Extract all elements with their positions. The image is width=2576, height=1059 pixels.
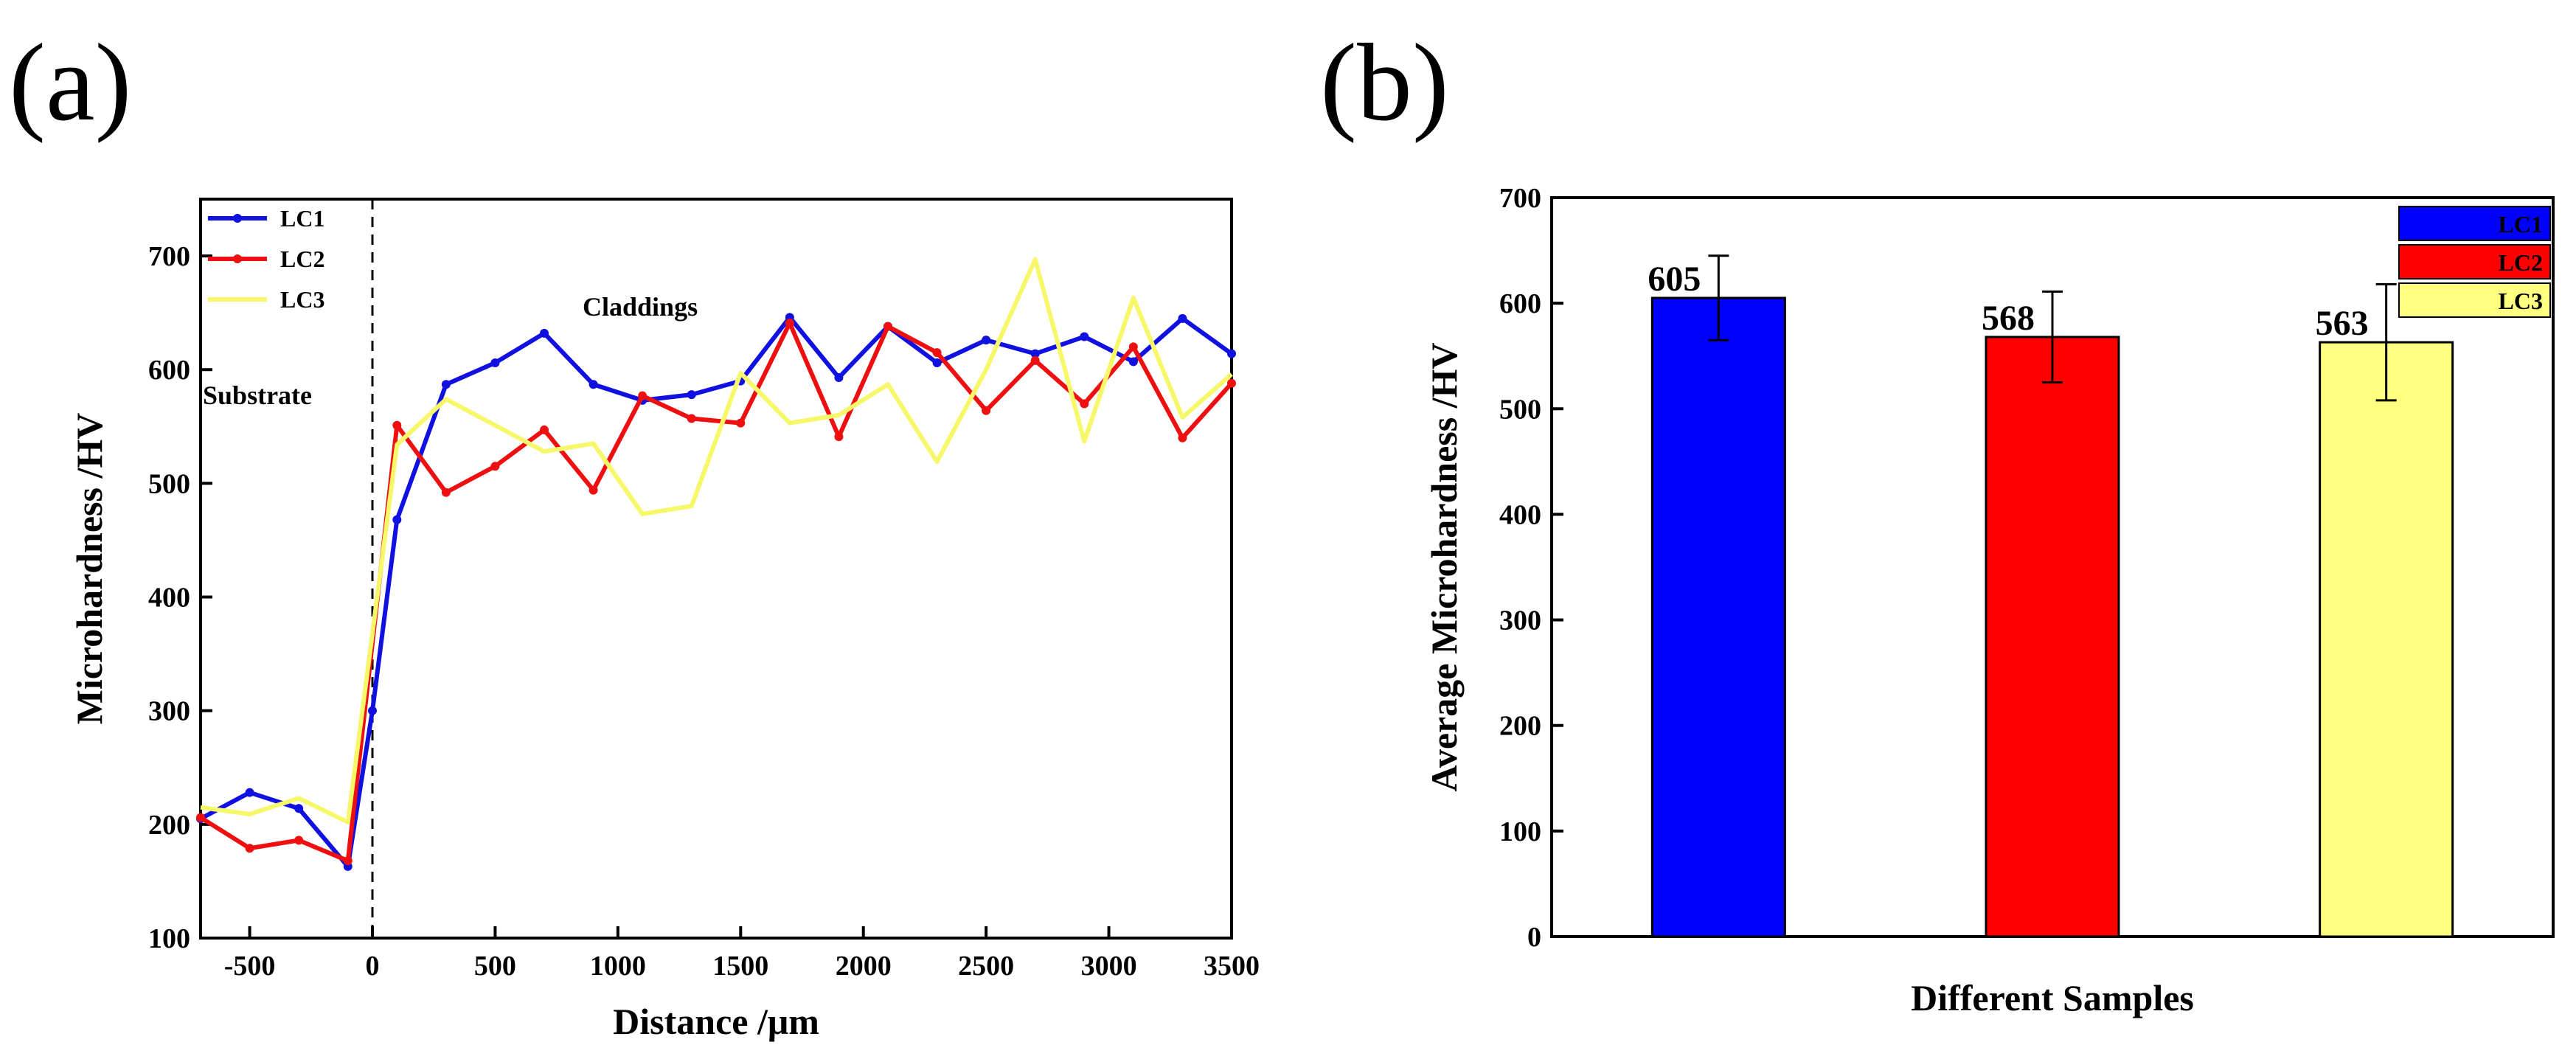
series-line-lc3	[200, 257, 1233, 824]
data-point-lc1	[1080, 332, 1089, 341]
bar-lc2	[1985, 336, 2120, 938]
data-point-lc2	[1178, 433, 1187, 442]
y-axis-title-a: Microhardness /HV	[69, 413, 110, 725]
annotation-substrate: Substrate	[203, 381, 312, 410]
y-tick-label-a: 300	[148, 696, 190, 727]
data-point-lc2	[441, 487, 451, 497]
x-tick-label-a: 1500	[712, 951, 768, 982]
data-point-lc1	[834, 373, 844, 383]
data-point-lc1	[1030, 349, 1040, 358]
data-point-lc2	[638, 391, 648, 400]
data-point-lc1	[589, 380, 598, 389]
x-axis-title-b: Different Samples	[1911, 977, 2194, 1018]
y-tick-label-a: 200	[148, 810, 190, 841]
panel-label-a: (a)	[9, 21, 131, 144]
y-tick-label-b: 300	[1499, 605, 1541, 636]
y-axis-title-b: Average Microhardness /HV	[1423, 342, 1465, 791]
x-axis-title-a: Distance /μm	[613, 1001, 819, 1042]
y-tick-label-b: 400	[1499, 499, 1541, 530]
data-point-lc1	[982, 336, 991, 345]
x-tick-label-a: 2500	[958, 951, 1014, 982]
data-point-lc1	[368, 706, 377, 715]
bar-chart-average-microhardness: 0 100 200 300 400 500 600 700 Different Samples A…	[1423, 183, 2555, 1018]
data-point-lc2	[1030, 355, 1040, 365]
data-point-lc2	[785, 319, 794, 328]
data-point-lc1	[540, 328, 549, 338]
y-tick-label-a: 500	[148, 468, 190, 499]
data-point-lc2	[932, 348, 942, 358]
legend-marker-lc2	[233, 254, 242, 263]
x-tick-label-a: 1000	[590, 951, 646, 982]
data-point-lc2	[343, 856, 353, 866]
data-point-lc1	[245, 788, 254, 797]
bar-lc1	[1650, 296, 1786, 938]
x-tick-label-a: 2000	[836, 951, 892, 982]
legend-swatch-b-lc3	[2398, 282, 2551, 318]
data-point-lc2	[392, 420, 402, 430]
panel-label-b: (b)	[1320, 21, 1449, 144]
data-point-lc2	[982, 406, 991, 415]
data-point-lc2	[883, 322, 892, 331]
legend-label-b-lc3: LC3	[2499, 288, 2543, 314]
y-tick-label-b: 0	[1527, 922, 1541, 953]
legend-marker-lc1	[233, 214, 242, 223]
data-point-lc1	[392, 515, 402, 524]
legend-label-lc1: LC1	[280, 205, 324, 232]
legend-label-b-lc2: LC2	[2499, 249, 2543, 276]
data-point-lc1	[441, 380, 451, 389]
data-point-lc2	[1080, 399, 1089, 409]
data-point-lc1	[1227, 349, 1236, 358]
plot-frame-a	[199, 198, 1233, 940]
line-chart-microhardness-profile: -500 0 500 1000 1500 2000 2500 3000 3500 100 200 30…	[69, 198, 1260, 1042]
y-tick-label-b: 700	[1499, 183, 1541, 214]
x-tick-label-a: 3500	[1204, 951, 1260, 982]
data-point-lc1	[294, 804, 304, 813]
data-point-lc2	[589, 485, 598, 495]
data-point-lc2	[490, 462, 500, 471]
x-tick-label-a: -500	[224, 951, 276, 982]
y-tick-label-b: 100	[1499, 816, 1541, 847]
data-point-lc2	[687, 414, 696, 423]
y-tick-label-a: 700	[148, 241, 190, 272]
data-point-lc2	[1227, 378, 1236, 388]
data-point-lc1	[687, 390, 696, 400]
data-point-lc2	[736, 418, 746, 428]
y-tick-label-a: 600	[148, 355, 190, 386]
y-tick-label-b: 500	[1499, 394, 1541, 425]
y-tick-label-b: 200	[1499, 711, 1541, 742]
legend-label-lc2: LC2	[280, 246, 324, 272]
data-point-lc2	[196, 813, 205, 822]
legend-swatch-b-lc1	[2398, 206, 2551, 241]
data-point-lc1	[1178, 313, 1187, 323]
data-point-lc2	[294, 836, 304, 845]
y-tick-label-b: 600	[1499, 288, 1541, 319]
legend-label-lc3: LC3	[280, 286, 324, 313]
data-point-lc2	[1128, 342, 1138, 352]
data-point-lc2	[245, 844, 254, 853]
legend-swatch-b-lc2	[2398, 244, 2551, 279]
y-tick-label-a: 100	[148, 923, 190, 954]
legend-label-b-lc1: LC1	[2499, 211, 2543, 237]
x-tick-label-a: 500	[474, 951, 516, 982]
value-label-lc3: 563	[2316, 304, 2369, 343]
value-label-lc2: 568	[1982, 299, 2035, 338]
data-point-lc1	[932, 358, 942, 367]
bar-lc3	[2319, 341, 2454, 938]
annotation-claddings: Claddings	[583, 292, 698, 322]
data-point-lc1	[490, 358, 500, 367]
y-tick-label-a: 400	[148, 583, 190, 614]
x-tick-label-a: 0	[366, 951, 380, 982]
value-label-lc1: 605	[1648, 260, 1701, 299]
data-point-lc1	[1128, 357, 1138, 367]
data-point-lc2	[834, 432, 844, 442]
data-point-lc2	[540, 425, 549, 434]
x-tick-label-a: 3000	[1081, 951, 1137, 982]
